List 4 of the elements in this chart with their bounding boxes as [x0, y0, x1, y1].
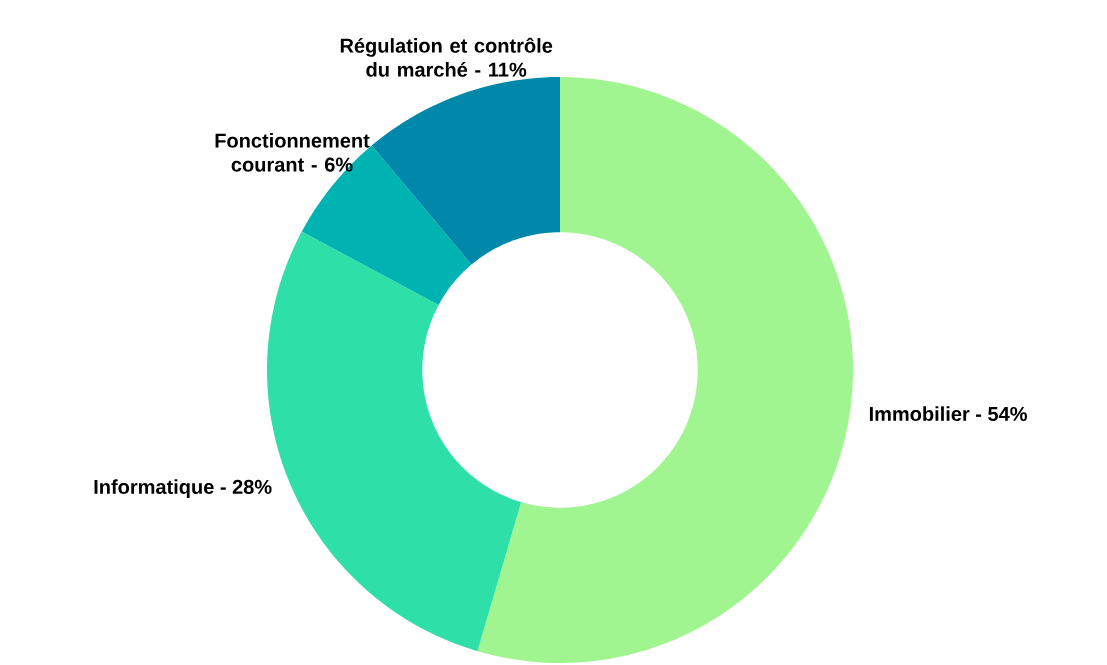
slice-label: Fonctionnement courant - 6%: [215, 133, 370, 172]
slice-label: Immobilier - 54%: [869, 406, 1027, 422]
slice-label: Informatique - 28%: [94, 479, 272, 498]
slice-label: Régulation et contrôle du marché - 11%: [340, 37, 553, 77]
